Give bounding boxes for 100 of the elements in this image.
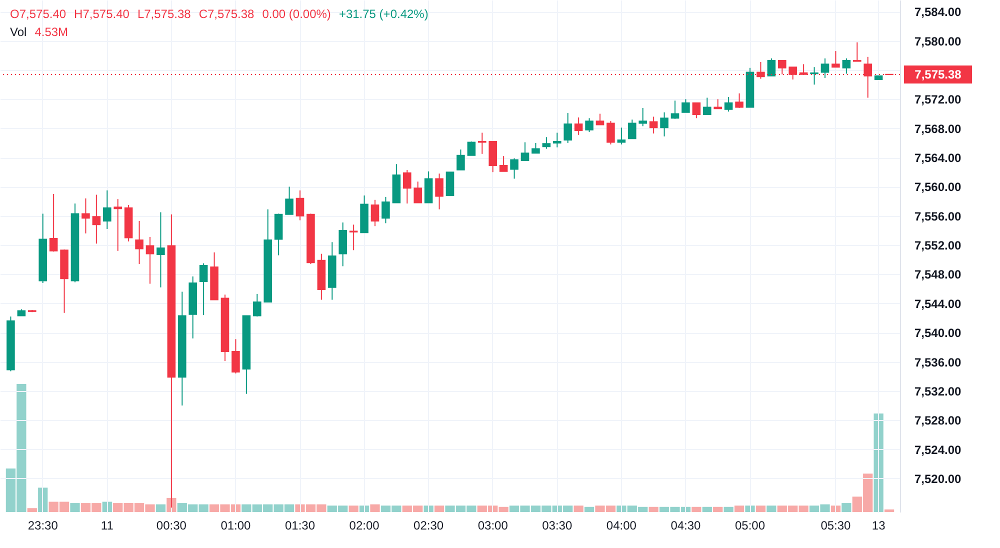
bar xyxy=(370,504,380,512)
candlestick xyxy=(338,222,347,267)
bar xyxy=(27,508,37,512)
y-tick-label: 7,536.00 xyxy=(914,355,962,370)
candlestick xyxy=(532,142,540,154)
bar xyxy=(842,503,852,512)
annotation: H7,575.40 xyxy=(74,7,130,21)
candlestick xyxy=(670,100,680,120)
bar xyxy=(884,509,894,512)
x-tick-label: 01:30 xyxy=(284,518,316,532)
candlestick xyxy=(446,172,454,196)
y-tick-label: 7,552.00 xyxy=(914,238,962,253)
y-tick-label: 7,548.00 xyxy=(914,268,962,282)
candlestick xyxy=(660,112,668,137)
bar xyxy=(734,506,744,512)
x-tick-label: 03:00 xyxy=(478,518,508,532)
candlestick xyxy=(853,42,862,62)
candlestick xyxy=(564,112,572,144)
candlestick xyxy=(553,132,562,148)
candlestick xyxy=(135,220,144,265)
candlestick xyxy=(606,120,615,145)
x-tick-label: 05:00 xyxy=(734,518,766,532)
annotation: C7,575.38 xyxy=(198,7,254,21)
candlestick xyxy=(714,98,722,110)
y-tick-label: 7,544.00 xyxy=(914,296,962,311)
bar xyxy=(648,506,658,512)
y-tick-label: 7,580.00 xyxy=(914,34,962,48)
annotation: Vol xyxy=(10,25,27,39)
candlestick xyxy=(114,198,122,252)
candlestick xyxy=(520,142,530,161)
candlestick xyxy=(542,136,551,150)
candlestick xyxy=(499,156,508,172)
candlestick xyxy=(724,96,733,112)
candlestick xyxy=(403,169,412,204)
y-tick-label: 7,520.00 xyxy=(914,472,962,486)
bar xyxy=(724,506,734,512)
candlestick xyxy=(382,196,390,224)
candlestick xyxy=(628,119,636,140)
bar xyxy=(692,506,702,512)
x-tick-label: 02:30 xyxy=(414,518,444,532)
candlestick xyxy=(596,113,604,126)
candlestick xyxy=(649,116,658,134)
y-tick-label: 7,568.00 xyxy=(914,122,962,136)
y-tick-label: 7,560.00 xyxy=(914,180,962,194)
candlestick xyxy=(832,50,840,68)
bar xyxy=(713,506,723,512)
x-tick-label: 23:30 xyxy=(28,518,58,532)
candlestick xyxy=(232,338,240,374)
x-tick-label: 04:00 xyxy=(606,518,637,532)
y-tick-label: 7,540.00 xyxy=(914,326,962,340)
candlestick xyxy=(767,58,776,76)
candlestick xyxy=(574,116,583,136)
y-tick-label: 7,564.00 xyxy=(914,151,962,166)
candlestick xyxy=(146,236,154,284)
x-tick-label: 00:30 xyxy=(156,518,187,532)
bar xyxy=(574,506,584,512)
candlestick xyxy=(49,194,58,252)
y-tick-label: 7,532.00 xyxy=(914,384,962,398)
bar xyxy=(702,506,712,512)
candlestick xyxy=(820,58,830,79)
candlestick xyxy=(296,190,304,221)
candlestick xyxy=(349,224,358,251)
x-tick-label: 05:30 xyxy=(820,518,852,532)
ref-line-label: 7,575.38 xyxy=(914,68,962,82)
x-tick-label: 01:00 xyxy=(220,518,252,532)
candlestick xyxy=(156,212,165,288)
x-tick-label: 04:30 xyxy=(670,518,702,532)
bar xyxy=(584,506,594,512)
candlestick xyxy=(692,102,701,119)
candlestick xyxy=(478,132,486,154)
bar xyxy=(70,503,80,512)
candlestick xyxy=(638,107,647,127)
candlestick xyxy=(253,293,262,318)
bar xyxy=(766,506,776,512)
candlestick xyxy=(510,158,518,180)
y-tick-label: 7,524.00 xyxy=(914,442,962,457)
candlestick xyxy=(456,149,465,170)
bar xyxy=(434,506,444,512)
bar xyxy=(348,506,358,512)
candlestick xyxy=(703,97,712,116)
bar xyxy=(745,506,755,512)
y-tick-label: 7,528.00 xyxy=(914,414,962,428)
candlestick xyxy=(199,262,208,316)
annotation: L7,575.38 xyxy=(137,7,191,21)
x-tick-label: 11 xyxy=(100,518,114,532)
candlestick xyxy=(617,127,626,145)
candlestick xyxy=(414,181,422,204)
candlestick xyxy=(92,194,101,244)
bar xyxy=(166,498,176,512)
y-tick-label: 7,556.00 xyxy=(914,209,962,224)
candlestick xyxy=(285,186,294,215)
annotation: 4.53M xyxy=(34,25,68,39)
annotation: +31.75 (+0.42%) xyxy=(338,7,428,21)
candlestick xyxy=(467,140,476,156)
candlestick xyxy=(585,118,594,133)
candlestick xyxy=(82,198,90,234)
bar xyxy=(156,504,166,512)
x-tick-label: 03:30 xyxy=(542,518,572,532)
y-tick-label: 7,572.00 xyxy=(914,92,962,107)
annotation: 0.00 (0.00%) xyxy=(262,7,331,21)
